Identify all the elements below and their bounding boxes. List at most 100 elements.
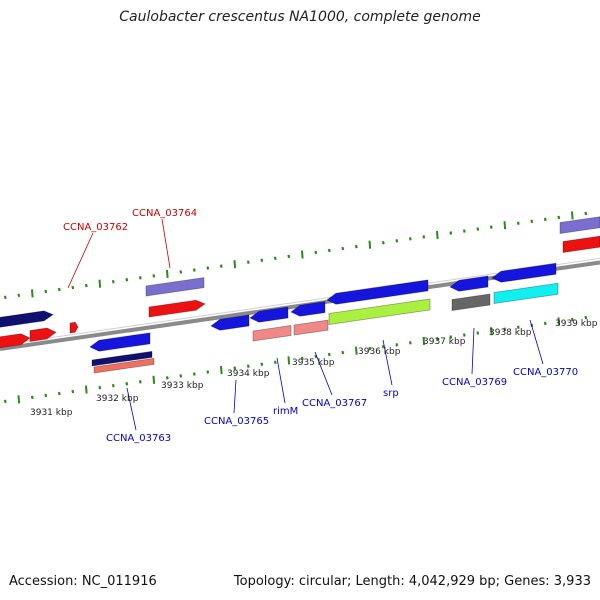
gene-label: CCNA_03769 xyxy=(442,377,507,388)
leader-line xyxy=(314,351,333,396)
scale-labels: 3931 kbp 3932 kbp 3933 kbp 3934 kbp 3935 kbp… xyxy=(30,319,598,418)
gene-feature-fwd-3 xyxy=(29,327,57,342)
minor-tick xyxy=(395,343,399,347)
minor-tick xyxy=(138,276,142,280)
minor-tick xyxy=(327,248,331,253)
scale-tick-label: 3937 kbp xyxy=(423,337,466,347)
minor-tick xyxy=(516,221,520,225)
major-tick xyxy=(571,211,574,220)
major-tick xyxy=(503,221,507,230)
major-tick xyxy=(355,346,358,355)
gene-label: CCNA_03767 xyxy=(302,398,367,409)
inner-tick-track xyxy=(3,315,588,404)
minor-tick xyxy=(476,331,480,335)
gene-features xyxy=(0,216,600,374)
accession-label: Accession: NC_011916 xyxy=(9,574,157,589)
scale-tick-label: 3931 kbp xyxy=(30,408,73,418)
gene-feature-srp xyxy=(326,279,429,305)
leader-line xyxy=(276,357,286,404)
leader-line xyxy=(126,387,137,431)
scale-tick-label: 3935 kbp xyxy=(292,358,335,368)
major-tick xyxy=(287,356,291,365)
major-tick xyxy=(301,250,304,259)
minor-tick xyxy=(30,395,34,400)
gene-feature-fwd-1 xyxy=(0,310,54,328)
minor-tick xyxy=(381,345,385,349)
minor-tick xyxy=(192,372,196,376)
minor-tick xyxy=(381,241,385,245)
scale-tick-label: 3933 kbp xyxy=(161,381,204,391)
minor-tick xyxy=(557,215,561,220)
map-title: Caulobacter crescentus NA1000, complete … xyxy=(119,9,481,25)
minor-tick xyxy=(44,393,48,398)
gene-feature-CCNA_03769-b xyxy=(451,293,491,311)
gene-feature-CCNA_03763 xyxy=(89,332,151,352)
outer-tick-track xyxy=(3,211,588,299)
major-tick xyxy=(220,366,223,375)
minor-tick xyxy=(179,270,183,274)
minor-tick xyxy=(327,352,331,357)
gene-feature-CCNA_03770 xyxy=(491,262,557,283)
major-tick xyxy=(17,395,21,404)
minor-tick xyxy=(395,239,399,243)
minor-tick xyxy=(368,346,372,351)
major-tick xyxy=(557,317,561,326)
minor-tick xyxy=(233,366,237,370)
major-tick xyxy=(31,289,34,298)
minor-tick xyxy=(44,289,48,294)
major-tick xyxy=(233,260,237,269)
gene-feature-fwd-2 xyxy=(0,333,31,349)
gene-feature-rimM xyxy=(249,306,289,323)
minor-tick xyxy=(206,266,210,270)
major-tick xyxy=(98,279,102,288)
minor-tick xyxy=(125,278,129,282)
major-tick xyxy=(166,269,169,278)
minor-tick xyxy=(449,335,453,339)
minor-tick xyxy=(3,399,7,403)
minor-tick xyxy=(152,274,156,278)
minor-tick xyxy=(273,256,277,261)
minor-tick xyxy=(287,254,291,259)
major-tick xyxy=(152,375,156,384)
minor-tick xyxy=(125,382,129,386)
minor-tick xyxy=(449,231,453,235)
leader-line xyxy=(382,339,393,386)
minor-tick xyxy=(98,385,102,390)
gene-feature-fwd-4 xyxy=(69,321,79,334)
gene-feature-rimM-b xyxy=(252,325,292,342)
gene-label: srp xyxy=(383,388,399,399)
minor-tick xyxy=(219,264,223,268)
gene-feature-CCNA_03764-b xyxy=(148,299,206,318)
minor-tick xyxy=(138,380,142,384)
minor-tick xyxy=(71,285,75,290)
minor-tick xyxy=(530,219,534,224)
gene-feature-fwd-right-2 xyxy=(562,235,600,253)
leader-line xyxy=(161,218,171,269)
minor-tick xyxy=(260,258,264,262)
minor-tick xyxy=(516,325,520,329)
minor-tick xyxy=(165,376,169,380)
gene-feature-CCNA_03765 xyxy=(210,314,250,331)
gene-feature-srp-b xyxy=(328,298,431,325)
minor-tick xyxy=(408,237,412,241)
minor-tick xyxy=(246,364,250,368)
minor-tick xyxy=(408,341,412,345)
minor-tick xyxy=(84,283,88,288)
scale-tick-label: 3938 kbp xyxy=(489,328,532,338)
scale-tick-label: 3936 kbp xyxy=(358,347,401,357)
gene-feature-CCNA_03769 xyxy=(449,275,489,292)
major-tick xyxy=(422,336,426,345)
minor-tick xyxy=(179,374,183,378)
gene-label: CCNA_03764 xyxy=(132,208,197,219)
minor-tick xyxy=(260,362,264,366)
minor-tick xyxy=(543,321,547,326)
major-tick xyxy=(85,385,88,394)
leader-line xyxy=(67,232,94,289)
minor-tick xyxy=(354,244,358,249)
minor-tick xyxy=(341,246,345,251)
minor-tick xyxy=(584,211,588,216)
scale-tick-label: 3934 kbp xyxy=(227,369,270,379)
minor-tick xyxy=(570,317,574,322)
major-tick xyxy=(436,230,439,240)
gene-feature-CCNA_03767-b xyxy=(293,319,329,336)
